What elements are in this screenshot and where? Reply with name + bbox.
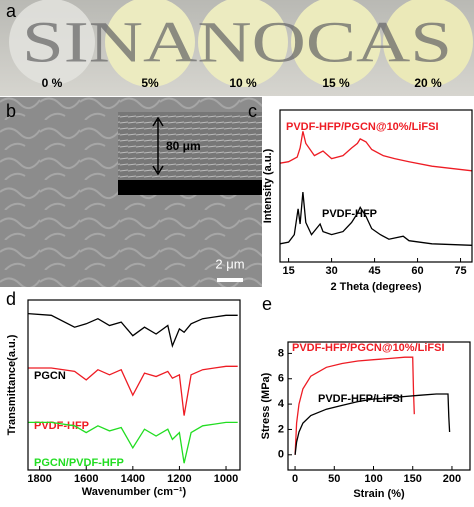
scale-bar-label: 2 μm (215, 256, 244, 271)
series-line (294, 393, 451, 455)
thickness-label: 80 μm (166, 139, 201, 153)
sample-text: SINANOCAS (22, 9, 452, 74)
x-tick-label: 50 (328, 473, 340, 485)
y-tick-label: 6 (278, 373, 284, 385)
x-tick-label: 200 (443, 473, 461, 485)
panel-label: a (6, 1, 17, 21)
series-label: PVDF-HFP/PGCN@10%/LiFSI (286, 121, 439, 133)
y-axis-label: Stress (MPa) (260, 372, 272, 439)
x-tick-label: 0 (292, 473, 298, 485)
series-line (294, 356, 415, 455)
series-line (279, 192, 473, 246)
x-axis-label: 2 Theta (degrees) (330, 281, 421, 293)
series-line (28, 421, 238, 464)
x-tick-label: 1400 (121, 473, 145, 485)
series-line (279, 131, 473, 172)
y-axis-label: Transmittance(a.u.) (6, 334, 18, 435)
discs (9, 0, 473, 87)
series-label: PVDF-HFP (322, 208, 377, 220)
x-tick-label: 15 (282, 265, 294, 277)
thickness-arrow (152, 116, 164, 176)
series-line (27, 312, 238, 349)
concentration-labels: 0 % 5% 10 % 15 % 20 % (42, 76, 442, 90)
plot-frame (287, 341, 471, 471)
concentration-label: 15 % (322, 76, 350, 90)
x-tick-label: 45 (368, 265, 380, 277)
scale-bar (217, 278, 243, 282)
y-tick-label: 2 (278, 423, 284, 435)
x-tick-label: 60 (411, 265, 423, 277)
sem-inset (118, 112, 262, 180)
panel-label: e (262, 294, 272, 314)
y-tick-label: 4 (278, 398, 285, 410)
x-tick-label: 100 (364, 473, 382, 485)
panel-label: c (248, 101, 257, 121)
x-tick-label: 1600 (74, 473, 98, 485)
concentration-label: 10 % (229, 76, 257, 90)
series-label: PGCN/PVDF-HFP (34, 457, 124, 469)
concentration-label: 5% (141, 76, 159, 90)
panel-label: b (6, 101, 16, 121)
panel-label: d (6, 289, 16, 309)
x-tick-label: 1000 (214, 473, 238, 485)
plot-frame (279, 109, 473, 263)
x-tick-label: 75 (454, 265, 466, 277)
plot-frame (27, 299, 241, 471)
series-label: PVDF-HFP/LiFSI (318, 393, 403, 405)
concentration-label: 20 % (414, 76, 442, 90)
x-axis-label: Strain (%) (353, 488, 405, 500)
series-label: PGCN (34, 370, 66, 382)
x-axis-label: Wavenumber (cm⁻¹) (82, 486, 187, 498)
y-tick-label: 8 (278, 347, 284, 359)
x-tick-label: 1200 (167, 473, 191, 485)
y-axis-label: Intensity (a.u.) (262, 148, 274, 223)
x-tick-label: 150 (404, 473, 422, 485)
series-line (28, 365, 238, 416)
x-tick-label: 1800 (27, 473, 51, 485)
x-tick-label: 30 (325, 265, 337, 277)
inset-base (118, 180, 262, 195)
series-label: PVDF-HFP/PGCN@10%/LiFSI (292, 342, 445, 354)
concentration-label: 0 % (42, 76, 63, 90)
y-tick-label: 0 (278, 449, 284, 461)
